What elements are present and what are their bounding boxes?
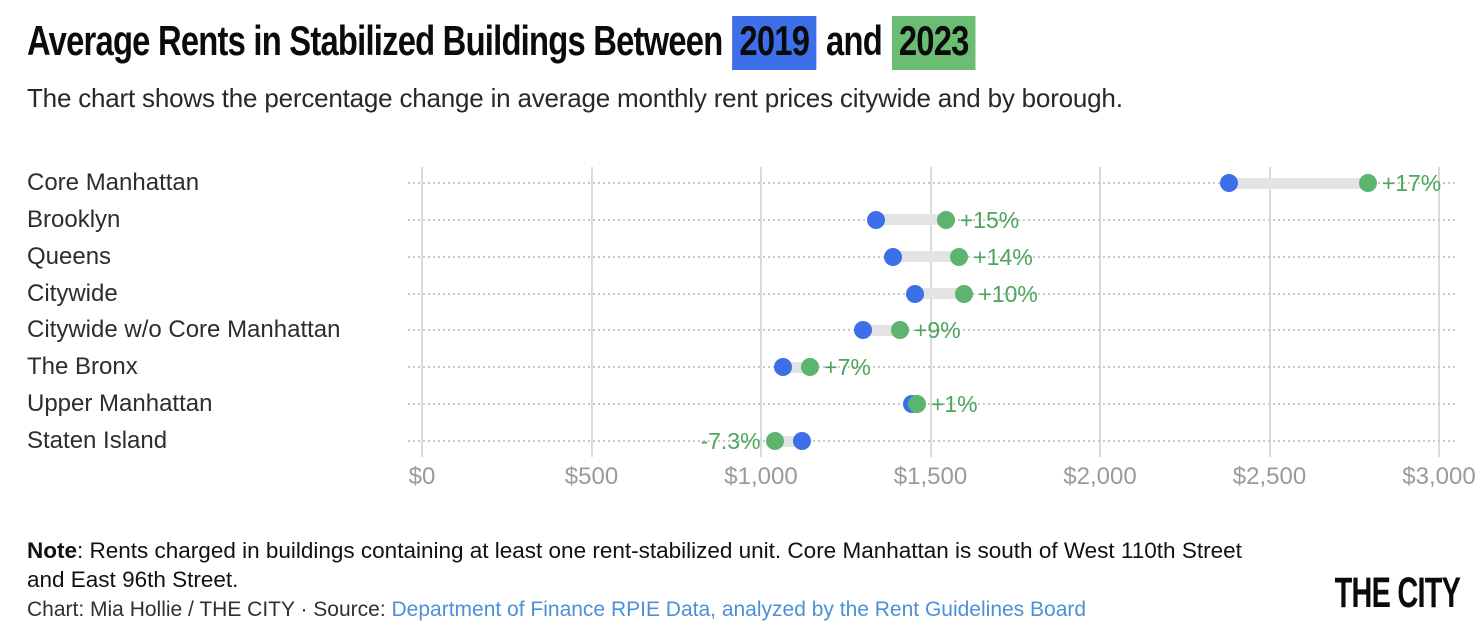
dot-2019 xyxy=(792,432,811,451)
row-gridline xyxy=(408,329,1455,332)
dot-2019 xyxy=(774,358,793,377)
highlight-2019: 2019 xyxy=(732,16,817,70)
gridline-vertical xyxy=(1099,167,1101,457)
x-axis-tick-label: $1,000 xyxy=(724,463,798,490)
row-label: Staten Island xyxy=(27,427,168,455)
x-axis-tick-label: $2,000 xyxy=(1063,463,1137,490)
x-axis-tick-label: $3,000 xyxy=(1402,463,1476,490)
footnote: Note: Rents charged in buildings contain… xyxy=(27,536,1282,594)
row-label: Brooklyn xyxy=(27,205,121,233)
gridline-vertical xyxy=(1438,167,1440,457)
row-label: Upper Manhattan xyxy=(27,390,213,418)
row-gridline xyxy=(408,440,1455,443)
gridline-vertical xyxy=(1268,167,1271,457)
dot-2019 xyxy=(1219,174,1238,192)
pct-change-label: +9% xyxy=(913,317,961,344)
dot-2023 xyxy=(936,210,955,229)
row-gridline xyxy=(408,403,1455,406)
dumbbell-connector xyxy=(783,361,811,373)
pct-change-label: -7.3% xyxy=(700,428,761,455)
dot-2023 xyxy=(765,432,784,451)
dot-2019 xyxy=(906,284,925,303)
x-axis-tick-label: $1,500 xyxy=(893,463,968,490)
dot-2023 xyxy=(1358,174,1377,192)
row-gridline xyxy=(408,366,1455,369)
dot-2019 xyxy=(867,210,886,229)
dumbbell-connector xyxy=(774,435,802,447)
row-label: Queens xyxy=(27,242,112,270)
dot-2019 xyxy=(884,247,903,266)
pct-change-label: +17% xyxy=(1381,170,1442,196)
pct-change-label: +10% xyxy=(978,280,1038,307)
row-gridline xyxy=(408,182,1455,184)
footnote-label: Note xyxy=(27,538,77,563)
row-label: Citywide w/o Core Manhattan xyxy=(27,316,341,344)
title-prefix: Average Rents in Stabilized Buildings Be… xyxy=(27,17,723,64)
dumbbell-connector xyxy=(1228,177,1368,189)
pct-change-label: +1% xyxy=(930,391,978,418)
gridline-vertical xyxy=(929,167,932,457)
footnote-text: : Rents charged in buildings containing … xyxy=(27,538,1242,592)
gridline-vertical xyxy=(760,167,762,457)
gridline-vertical xyxy=(590,167,593,457)
title-connector: and xyxy=(826,17,883,64)
gridline-vertical xyxy=(421,167,423,457)
x-axis-tick-label: $500 xyxy=(564,463,619,490)
row-label: The Bronx xyxy=(27,353,138,381)
x-axis-tick-label: $0 xyxy=(408,463,436,490)
dumbbell-connector xyxy=(876,214,946,226)
credit-line: Chart: Mia Hollie / THE CITY · Source: D… xyxy=(27,598,1086,622)
the-city-logo: THE CITY xyxy=(1334,569,1461,617)
pct-change-label: +15% xyxy=(959,206,1020,233)
pct-change-label: +7% xyxy=(824,354,871,381)
dumbbell-connector xyxy=(862,324,900,336)
dot-2023 xyxy=(890,321,909,340)
dot-2023 xyxy=(950,247,969,266)
credit-text: Chart: Mia Hollie / THE CITY · Source: xyxy=(27,598,392,621)
highlight-2023: 2023 xyxy=(891,16,976,70)
page-title: Average Rents in Stabilized Buildings Be… xyxy=(27,16,977,70)
dot-2019 xyxy=(853,321,872,340)
dot-2023 xyxy=(955,284,974,303)
row-label: Core Manhattan xyxy=(27,169,200,196)
dumbbell-connector xyxy=(915,288,965,300)
dumbbell-chart: $0 $500 $1,000 $1,500 $2,000 $2,500 $3,000 Core… xyxy=(0,160,1482,510)
source-link[interactable]: Department of Finance RPIE Data, analyze… xyxy=(391,598,1087,621)
row-label: Citywide xyxy=(27,279,118,307)
dot-2023 xyxy=(907,395,926,414)
pct-change-label: +14% xyxy=(973,243,1033,270)
dumbbell-connector xyxy=(893,251,960,263)
dot-2023 xyxy=(801,358,820,377)
x-axis-tick-label: $2,500 xyxy=(1232,463,1307,490)
chart-subtitle: The chart shows the percentage change in… xyxy=(27,83,1123,113)
